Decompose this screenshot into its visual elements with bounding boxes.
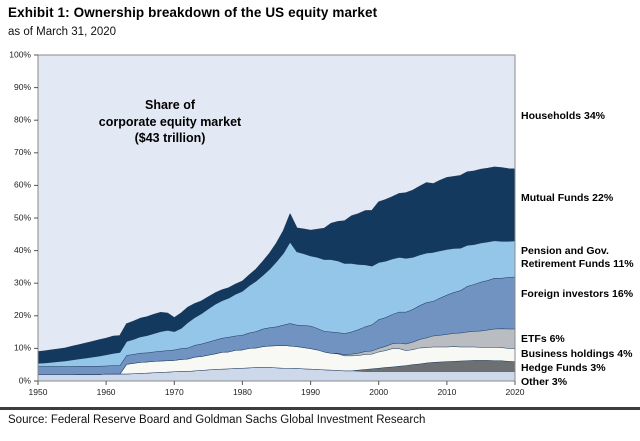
area-mutual-funds — [38, 167, 515, 364]
area-etfs — [38, 328, 515, 375]
label-hedge-funds: Hedge Funds 3% — [521, 362, 606, 374]
chart-canvas: 0% 10% 20% 30% 40% 50% 60% 70% 80% 90% 100% 1950 196… — [9, 49, 524, 397]
y-tick-label: 60% — [14, 180, 31, 190]
y-tick-label: 0% — [19, 375, 32, 385]
label-other: Other 3% — [521, 376, 568, 388]
chart-annotation: Share of corporate equity market ($43 tr… — [98, 98, 242, 145]
stacked-area-chart: 0% 10% 20% 30% 40% 50% 60% 70% 80% 90% 100% 1950 196… — [9, 49, 524, 397]
y-tick-label: 100% — [9, 49, 31, 59]
label-pension-funds: Pension and Gov. Retirement Funds 11% — [521, 245, 634, 270]
x-tick-label: 1950 — [29, 387, 48, 397]
y-tick-label: 10% — [14, 343, 31, 353]
label-households: Households 34% — [521, 110, 606, 122]
area-pension-and-gov-retirement-funds — [38, 240, 515, 367]
x-tick-label: 2020 — [506, 387, 525, 397]
x-tick-label: 1970 — [165, 387, 184, 397]
source-divider — [0, 407, 640, 410]
label-etfs: ETFs 6% — [521, 333, 565, 345]
y-tick-label: 70% — [14, 147, 31, 157]
page-title: Exhibit 1: Ownership breakdown of the US… — [8, 5, 378, 20]
label-business-holdings: Business holdings 4% — [521, 348, 633, 360]
y-tick-label: 20% — [14, 310, 31, 320]
area-other — [38, 367, 515, 381]
y-tick-label: 50% — [14, 212, 31, 222]
y-tick-label: 40% — [14, 245, 31, 255]
x-tick-label: 1960 — [97, 387, 116, 397]
source-text: Source: Federal Reserve Board and Goldma… — [8, 414, 426, 426]
y-tick-label: 30% — [14, 277, 31, 287]
y-tick-label: 80% — [14, 114, 31, 124]
y-tick-label: 90% — [14, 82, 31, 92]
page-subtitle: as of March 31, 2020 — [8, 26, 117, 38]
x-tick-label: 2000 — [369, 387, 388, 397]
x-tick-label: 2010 — [437, 387, 456, 397]
x-tick-label: 1980 — [233, 387, 252, 397]
label-foreign-investors: Foreign investors 16% — [521, 288, 634, 300]
area-business-holdings — [38, 345, 515, 375]
area-hedge-funds — [38, 360, 515, 375]
x-tick-label: 1990 — [301, 387, 320, 397]
label-mutual-funds: Mutual Funds 22% — [521, 192, 614, 204]
outline-mutual-funds — [37, 166, 516, 353]
